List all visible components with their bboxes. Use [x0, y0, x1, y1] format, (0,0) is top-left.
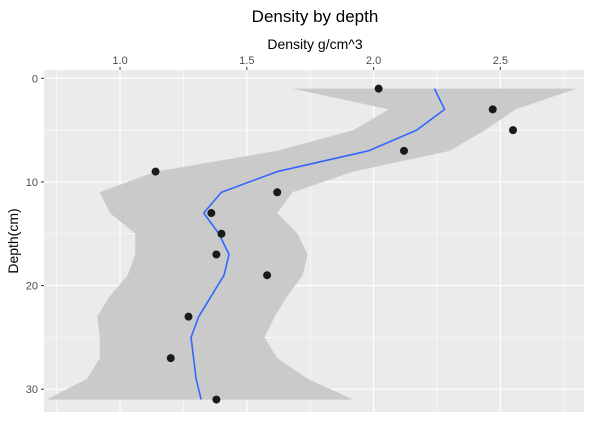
y-tick-label: 20	[26, 281, 38, 293]
data-point	[166, 354, 175, 363]
data-point	[217, 229, 226, 238]
chart-title: Density by depth	[252, 7, 379, 26]
y-axis-ticks: 0 10 20 30	[26, 73, 44, 396]
x-tick-label: 1.5	[239, 55, 254, 67]
x-tick-label: 2.0	[366, 55, 381, 67]
y-tick-label: 10	[26, 177, 38, 189]
data-point	[184, 312, 193, 321]
data-point	[488, 105, 497, 114]
x-axis-label: Density g/cm^3	[267, 36, 362, 52]
data-point	[212, 395, 221, 404]
data-point	[151, 167, 160, 176]
data-point	[273, 188, 282, 197]
x-axis-ticks: 1.0 1.5 2.0 2.5	[112, 55, 508, 70]
smooth-line	[190, 88, 446, 400]
y-tick-label: 30	[26, 384, 38, 396]
confidence-ribbon	[46, 88, 577, 400]
y-axis-label: Depth(cm)	[5, 208, 21, 273]
data-point	[212, 250, 221, 259]
data-point	[509, 126, 518, 135]
data-point	[207, 209, 216, 218]
y-tick-label: 0	[32, 73, 38, 85]
x-tick-label: 1.0	[112, 55, 127, 67]
data-point	[374, 84, 383, 93]
data-points	[151, 84, 518, 404]
data-point	[400, 146, 408, 155]
x-tick-label: 2.5	[493, 55, 508, 67]
data-point	[263, 271, 272, 280]
